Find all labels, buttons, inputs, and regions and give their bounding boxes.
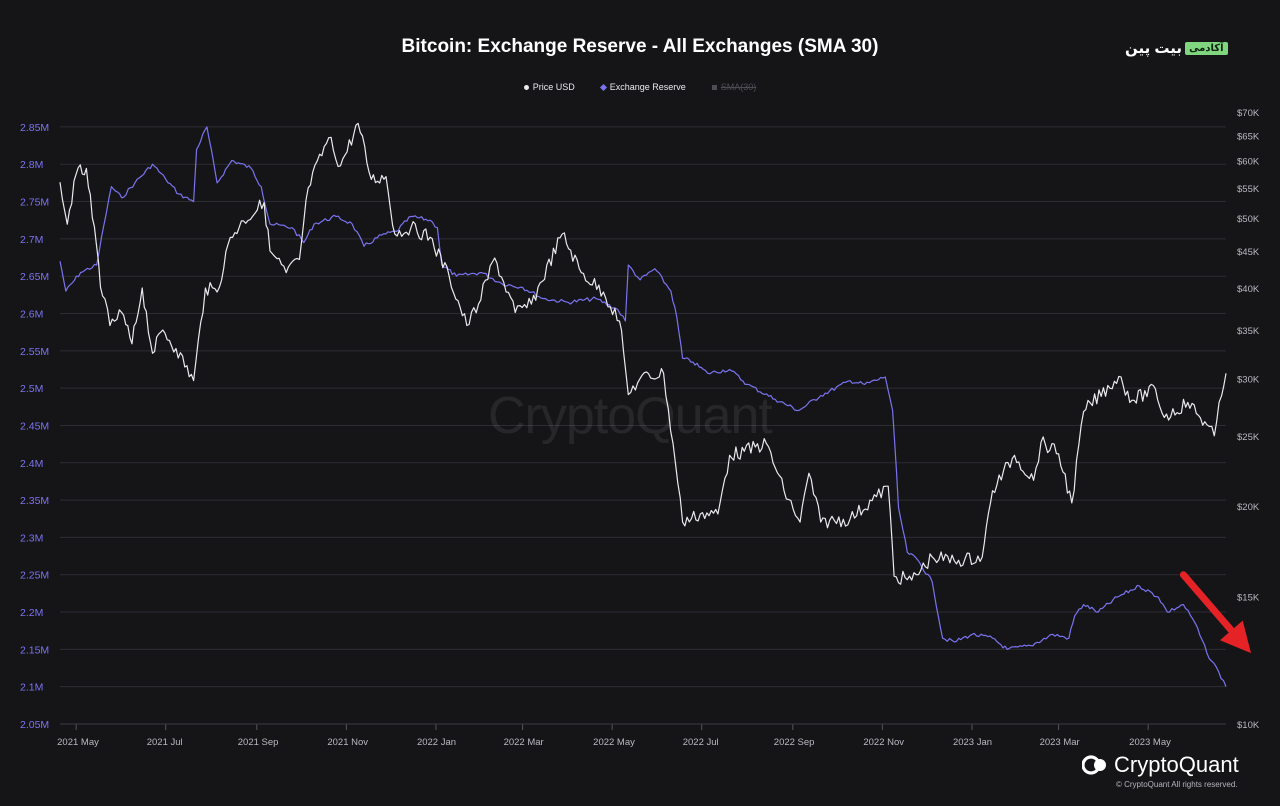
legend-item-reserve[interactable]: Exchange Reserve (599, 82, 686, 92)
legend-label-reserve: Exchange Reserve (609, 82, 686, 92)
legend-square-icon (711, 84, 717, 90)
left-tick-label: 2.3M (20, 532, 43, 544)
left-tick-label: 2.35M (20, 495, 49, 507)
left-tick-label: 2.25M (20, 570, 49, 582)
footer-logo: CryptoQuant (1082, 752, 1239, 778)
footer-logo-text: CryptoQuant (1114, 752, 1239, 777)
legend-label-price: Price USD (532, 82, 575, 92)
series-line-price-usd (59, 122, 1227, 585)
right-tick-label: $15K (1237, 592, 1260, 603)
arrow-shaft (1179, 571, 1235, 634)
left-tick-label: 2.85M (20, 122, 49, 134)
legend-item-sma[interactable]: SMA(30) (711, 82, 757, 92)
chart-title: Bitcoin: Exchange Reserve - All Exchange… (401, 36, 879, 57)
legend-item-price[interactable]: Price USD (523, 82, 575, 92)
left-tick-label: 2.5M (20, 383, 43, 395)
x-tick-label: 2022 Nov (863, 737, 904, 748)
x-tick-label: 2023 Jan (953, 737, 992, 748)
left-tick-label: 2.65M (20, 271, 49, 283)
watermark: CryptoQuant (488, 387, 773, 445)
left-tick-label: 2.55M (20, 346, 49, 358)
x-tick-label: 2021 Nov (327, 737, 368, 748)
left-axis-tick-labels: 2.05M 2.1M 2.15M 2.2M 2.25M 2.3M 2.35M 2.4M 2.45… (20, 122, 49, 731)
brand-name: بیت پین (1125, 40, 1183, 57)
right-tick-label: $60K (1237, 156, 1260, 167)
x-tick-label: 2022 May (593, 737, 635, 748)
left-tick-label: 2.75M (20, 197, 49, 209)
brand-tag: آکادمی (1185, 41, 1228, 55)
brand-badge: بیت پین آکادمی (1125, 38, 1228, 58)
x-tick-label: 2022 Sep (774, 737, 815, 748)
legend-dot-icon (523, 84, 529, 90)
right-axis-tick-labels: $10K $15K $20K $25K $30K $35K $40K $45K $50K $55K… (1237, 108, 1260, 731)
left-tick-label: 2.7M (20, 234, 43, 246)
right-tick-label: $50K (1237, 214, 1260, 225)
legend-label-sma: SMA(30) (720, 82, 757, 92)
right-tick-label: $65K (1237, 131, 1260, 142)
left-tick-label: 2.4M (20, 458, 43, 470)
legend-diamond-icon (599, 83, 607, 91)
x-tick-label: 2022 Mar (504, 737, 544, 748)
x-tick-label: 2023 Mar (1040, 737, 1080, 748)
x-tick-label: 2021 Sep (238, 737, 279, 748)
right-tick-label: $35K (1237, 326, 1260, 337)
cryptoquant-logo-icon (1082, 755, 1106, 775)
x-tick-label: 2022 Jul (683, 737, 719, 748)
right-tick-label: $45K (1237, 247, 1260, 258)
right-tick-label: $25K (1237, 432, 1260, 443)
x-tick-label: 2021 Jul (147, 737, 183, 748)
right-tick-label: $10K (1237, 720, 1260, 731)
right-tick-label: $70K (1237, 108, 1260, 119)
right-tick-label: $55K (1237, 184, 1260, 195)
x-tick-label: 2021 May (57, 737, 99, 748)
left-tick-label: 2.8M (20, 159, 43, 171)
left-tick-label: 2.6M (20, 309, 43, 321)
right-tick-label: $40K (1237, 284, 1260, 295)
x-tick-label: 2023 May (1129, 737, 1171, 748)
series-lines (59, 122, 1227, 687)
arrow-head-icon (1220, 620, 1251, 654)
legend: Price USD Exchange Reserve SMA(30) (0, 82, 1280, 92)
left-tick-label: 2.1M (20, 682, 43, 694)
left-tick-label: 2.2M (20, 607, 43, 619)
x-axis-tick-labels: 2021 May 2021 Jul 2021 Sep 2021 Nov 2022 Jan… (57, 723, 1226, 748)
right-tick-label: $30K (1237, 374, 1260, 385)
series-line-exchange-reserve (59, 126, 1227, 687)
left-tick-label: 2.15M (20, 644, 49, 656)
copyright-text: © CryptoQuant All rights reserved. (1116, 780, 1238, 789)
left-tick-label: 2.45M (20, 420, 49, 432)
right-tick-label: $20K (1237, 502, 1260, 513)
x-tick-label: 2022 Jan (417, 737, 456, 748)
annotations (1179, 571, 1251, 654)
left-tick-label: 2.05M (20, 719, 49, 731)
